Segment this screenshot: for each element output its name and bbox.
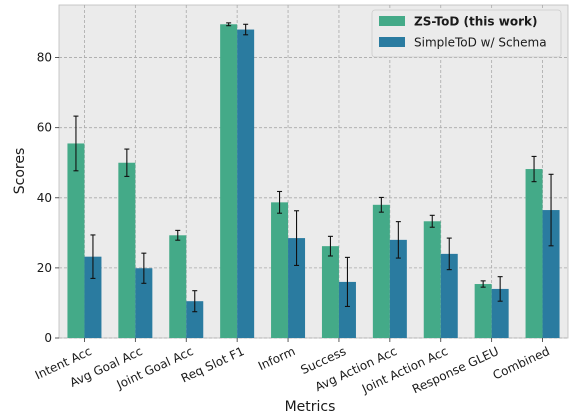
legend: ZS-ToD (this work) SimpleToD w/ Schema — [371, 9, 562, 58]
y-axis-title: Scores — [12, 148, 28, 195]
x-tick-label-combined: Combined — [491, 344, 552, 382]
bar-zs-tod-this-work-response-gleu — [474, 284, 492, 338]
bar-simpletod-w-schema-joint-action-acc — [440, 253, 458, 338]
bar-simpletod-w-schema-avg-goal-acc — [135, 268, 153, 338]
bar-zs-tod-this-work-combined — [525, 169, 543, 338]
y-tick-label: 0 — [44, 331, 52, 345]
bar-zs-tod-this-work-avg-goal-acc — [118, 162, 136, 338]
legend-swatch-zs-tod — [379, 16, 405, 26]
bar-simpletod-w-schema-avg-action-acc — [389, 239, 407, 338]
y-axis: 0 20 40 60 80 — [37, 51, 59, 345]
x-tick-label-inform: Inform — [256, 344, 297, 373]
bar-zs-tod-this-work-joint-goal-acc — [169, 235, 187, 338]
x-tick-label-response-gleu: Response GLEU — [410, 344, 501, 396]
bar-simpletod-w-schema-req-slot-f1 — [237, 29, 255, 339]
y-tick-label: 20 — [37, 261, 52, 275]
legend-label-simpletod: SimpleToD w/ Schema — [414, 36, 547, 50]
y-tick-label: 80 — [37, 51, 52, 65]
legend-box — [371, 9, 562, 58]
bar-zs-tod-this-work-success — [321, 246, 339, 338]
bar-zs-tod-this-work-joint-action-acc — [423, 221, 441, 338]
x-tick-label-joint-action-acc: Joint Action Acc — [359, 344, 450, 396]
bar-simpletod-w-schema-joint-goal-acc — [186, 301, 204, 338]
bar-simpletod-w-schema-success — [338, 281, 356, 338]
y-tick-label: 60 — [37, 121, 52, 135]
x-axis-title: Metrics — [285, 399, 336, 415]
legend-swatch-simpletod — [379, 37, 405, 47]
y-tick-label: 40 — [37, 191, 52, 205]
bar-simpletod-w-schema-inform — [288, 238, 306, 338]
bar-zs-tod-this-work-intent-acc — [67, 143, 85, 338]
bar-marks — [67, 22, 560, 339]
legend-label-zs-tod: ZS-ToD (this work) — [414, 15, 537, 29]
bar-zs-tod-this-work-inform — [271, 202, 289, 338]
bar-zs-tod-this-work-req-slot-f1 — [220, 24, 238, 338]
bar-zs-tod-this-work-avg-action-acc — [372, 204, 390, 338]
bar-simpletod-w-schema-combined — [542, 210, 560, 338]
bar-simpletod-w-schema-response-gleu — [491, 288, 509, 338]
bar-simpletod-w-schema-intent-acc — [84, 256, 102, 338]
